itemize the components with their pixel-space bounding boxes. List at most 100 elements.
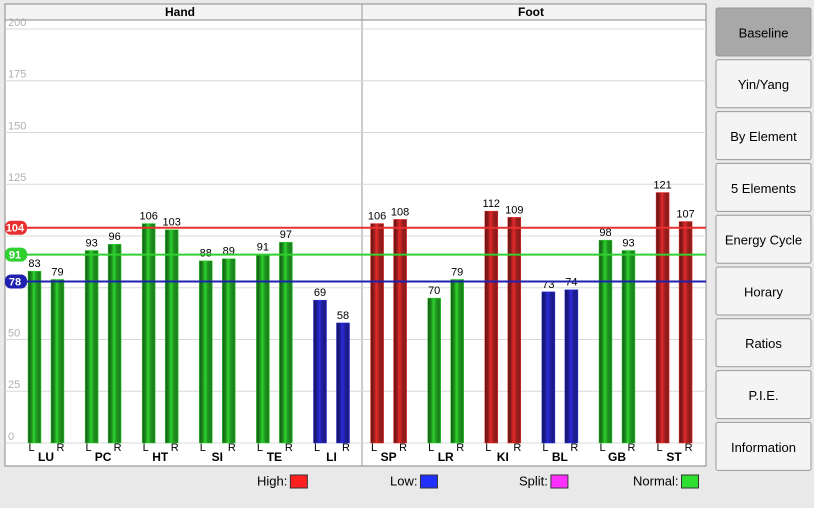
legend-swatch xyxy=(289,474,308,489)
button-face xyxy=(715,370,812,420)
sidebar-button[interactable]: By Element xyxy=(715,111,812,161)
value-label: 58 xyxy=(337,310,349,322)
bar xyxy=(564,289,579,444)
sidebar-button[interactable]: Baseline xyxy=(715,7,812,57)
side-label: L xyxy=(485,442,491,454)
button-face xyxy=(715,59,812,109)
bar xyxy=(541,291,556,444)
button-face xyxy=(715,162,812,212)
bar xyxy=(256,254,270,444)
reference-badge xyxy=(5,220,27,235)
legend-label: Split: xyxy=(519,473,548,488)
side-label: R xyxy=(228,442,236,454)
sidebar-button[interactable]: P.I.E. xyxy=(715,370,812,420)
bar xyxy=(84,250,99,444)
sidebar-button[interactable]: Energy Cycle xyxy=(715,214,812,264)
bar xyxy=(141,223,156,444)
bar xyxy=(598,239,613,444)
side-label: L xyxy=(200,442,206,454)
group-label: TE xyxy=(267,450,282,464)
bar xyxy=(393,219,407,444)
side-label: L xyxy=(657,442,663,454)
legend-label: Normal: xyxy=(633,473,679,488)
bar xyxy=(222,258,236,444)
reference-badge xyxy=(5,274,27,289)
bar xyxy=(507,217,522,444)
sidebar-button[interactable]: Information xyxy=(715,421,812,471)
bar xyxy=(621,250,636,444)
legend-label: High: xyxy=(257,473,287,488)
side-label: L xyxy=(257,442,263,454)
value-label: 109 xyxy=(505,204,523,216)
group-label: LU xyxy=(38,450,54,464)
y-tick-label: 50 xyxy=(8,327,20,339)
side-label: L xyxy=(314,442,320,454)
side-label: R xyxy=(628,442,636,454)
side-label: L xyxy=(28,442,34,454)
group-label: HT xyxy=(152,450,169,464)
button-label: Ratios xyxy=(745,336,782,351)
value-label: 98 xyxy=(599,227,611,239)
value-label: 108 xyxy=(391,206,409,218)
value-label: 106 xyxy=(140,210,158,222)
sidebar-button[interactable]: Yin/Yang xyxy=(715,59,812,109)
group-label: SI xyxy=(212,450,223,464)
side-label: R xyxy=(171,442,179,454)
bar xyxy=(484,210,499,444)
header-row xyxy=(4,3,707,21)
side-label: R xyxy=(570,442,578,454)
value-label: 107 xyxy=(676,208,694,220)
side-label: R xyxy=(57,442,65,454)
group-label: LR xyxy=(438,450,454,464)
legend-swatch xyxy=(681,474,700,489)
bar xyxy=(50,279,65,444)
group-label: SP xyxy=(381,450,397,464)
y-tick-label: 25 xyxy=(8,379,20,391)
value-label: 103 xyxy=(163,217,181,229)
legend-swatch xyxy=(419,474,438,489)
value-label: 74 xyxy=(565,277,577,289)
side-label: L xyxy=(86,442,92,454)
group-label: LI xyxy=(326,450,337,464)
group-label: BL xyxy=(552,450,568,464)
button-label: Information xyxy=(731,440,796,455)
reference-badge xyxy=(5,247,27,262)
button-label: 5 Elements xyxy=(731,181,797,196)
side-label: R xyxy=(513,442,521,454)
button-label: Horary xyxy=(744,284,784,299)
side-label: L xyxy=(371,442,377,454)
value-label: 79 xyxy=(451,266,463,278)
sidebar-button[interactable]: 5 Elements xyxy=(715,162,812,212)
sidebar-button[interactable]: Horary xyxy=(715,266,812,316)
side-label: R xyxy=(342,442,350,454)
side-label: R xyxy=(285,442,293,454)
sidebar-button[interactable]: Ratios xyxy=(715,318,812,368)
group-label: GB xyxy=(608,450,626,464)
value-label: 91 xyxy=(257,242,269,254)
bar xyxy=(279,241,293,444)
side-label: L xyxy=(599,442,605,454)
value-label: 106 xyxy=(368,210,386,222)
reference-label: 91 xyxy=(9,250,21,262)
value-label: 97 xyxy=(280,229,292,241)
y-tick-label: 125 xyxy=(8,172,26,184)
section-title: Hand xyxy=(165,5,195,19)
side-label: R xyxy=(685,442,693,454)
y-tick-label: 175 xyxy=(8,69,26,81)
side-label: L xyxy=(428,442,434,454)
section-title: Foot xyxy=(518,5,544,19)
button-face xyxy=(715,266,812,316)
bar xyxy=(27,270,42,444)
bar xyxy=(336,322,350,444)
button-label: By Element xyxy=(730,129,797,144)
value-label: 69 xyxy=(314,287,326,299)
side-label: R xyxy=(114,442,122,454)
bar xyxy=(164,229,179,444)
group-label: KI xyxy=(497,450,509,464)
bar xyxy=(450,279,464,444)
button-face xyxy=(715,318,812,368)
bar xyxy=(107,244,122,444)
reference-label: 104 xyxy=(6,223,25,235)
